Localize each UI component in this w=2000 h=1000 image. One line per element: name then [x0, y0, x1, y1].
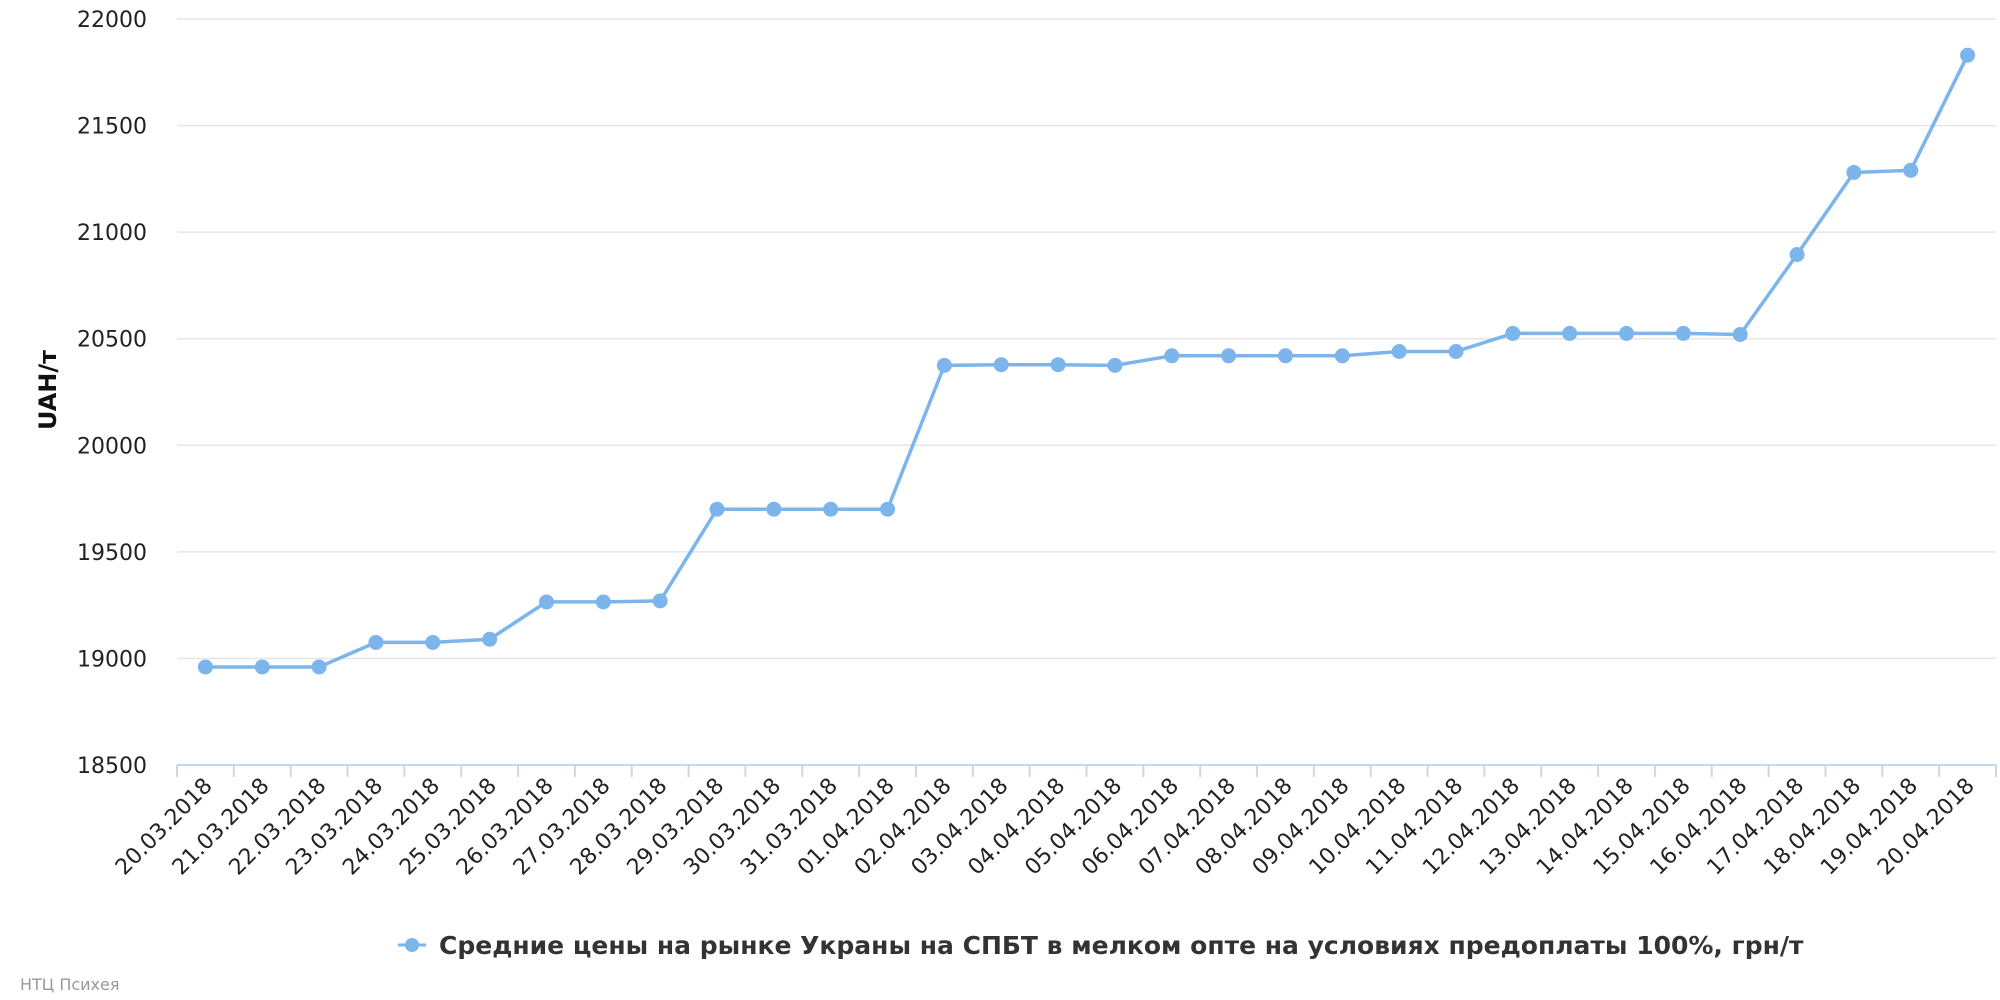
data-point[interactable]	[1221, 348, 1237, 364]
y-tick-label: 20500	[77, 328, 147, 353]
data-point[interactable]	[1619, 325, 1635, 341]
data-point[interactable]	[993, 357, 1009, 373]
y-tick-label: 21500	[77, 115, 147, 140]
data-point[interactable]	[482, 631, 498, 647]
data-point[interactable]	[709, 501, 725, 517]
data-point[interactable]	[936, 357, 952, 373]
data-point[interactable]	[1505, 325, 1521, 341]
y-axis-title: UAH/т	[34, 350, 62, 430]
data-point[interactable]	[1448, 344, 1464, 360]
data-point[interactable]	[368, 634, 384, 650]
y-tick-label: 19500	[77, 541, 147, 566]
y-tick-label: 21000	[77, 221, 147, 246]
data-point[interactable]	[197, 659, 213, 675]
data-point[interactable]	[880, 501, 896, 517]
data-point[interactable]	[1107, 357, 1123, 373]
series-line	[203, 53, 1970, 669]
data-point[interactable]	[1277, 348, 1293, 364]
data-point[interactable]	[1846, 164, 1862, 180]
y-axis-tick-labels: 22000 21500 21000 20500 20000 19500 19000 18500	[77, 8, 147, 779]
data-point[interactable]	[538, 594, 554, 610]
data-point[interactable]	[1732, 326, 1748, 342]
x-axis	[176, 764, 1997, 777]
chart-credit[interactable]: НТЦ Психея	[20, 975, 119, 994]
legend-label: Средние цены на рынке Украны на СПБТ в м…	[439, 931, 1804, 960]
x-axis-tick-labels: 20.03.201821.03.201822.03.201823.03.2018…	[111, 774, 1980, 881]
y-tick-label: 20000	[77, 434, 147, 459]
data-point[interactable]	[823, 501, 839, 517]
data-point[interactable]	[1391, 344, 1407, 360]
data-point[interactable]	[1334, 348, 1350, 364]
data-point[interactable]	[595, 594, 611, 610]
data-point[interactable]	[1789, 247, 1805, 263]
data-point[interactable]	[1675, 325, 1691, 341]
x-tick-label: 20.03.2018	[111, 774, 218, 881]
data-point[interactable]	[1903, 162, 1919, 178]
y-tick-label: 22000	[77, 8, 147, 33]
data-point[interactable]	[1562, 325, 1578, 341]
y-tick-label: 18500	[77, 754, 147, 779]
data-point[interactable]	[766, 501, 782, 517]
data-point[interactable]	[311, 659, 327, 675]
series-group	[197, 47, 1976, 675]
data-point[interactable]	[1050, 357, 1066, 373]
data-point[interactable]	[1164, 348, 1180, 364]
legend-marker-icon	[405, 938, 419, 952]
data-point[interactable]	[254, 659, 270, 675]
data-point[interactable]	[1960, 47, 1976, 63]
legend[interactable]: Средние цены на рынке Украны на СПБТ в м…	[398, 931, 1804, 960]
grid-lines	[177, 18, 1996, 660]
data-point[interactable]	[652, 593, 668, 609]
y-tick-label: 19000	[77, 647, 147, 672]
data-point[interactable]	[425, 634, 441, 650]
